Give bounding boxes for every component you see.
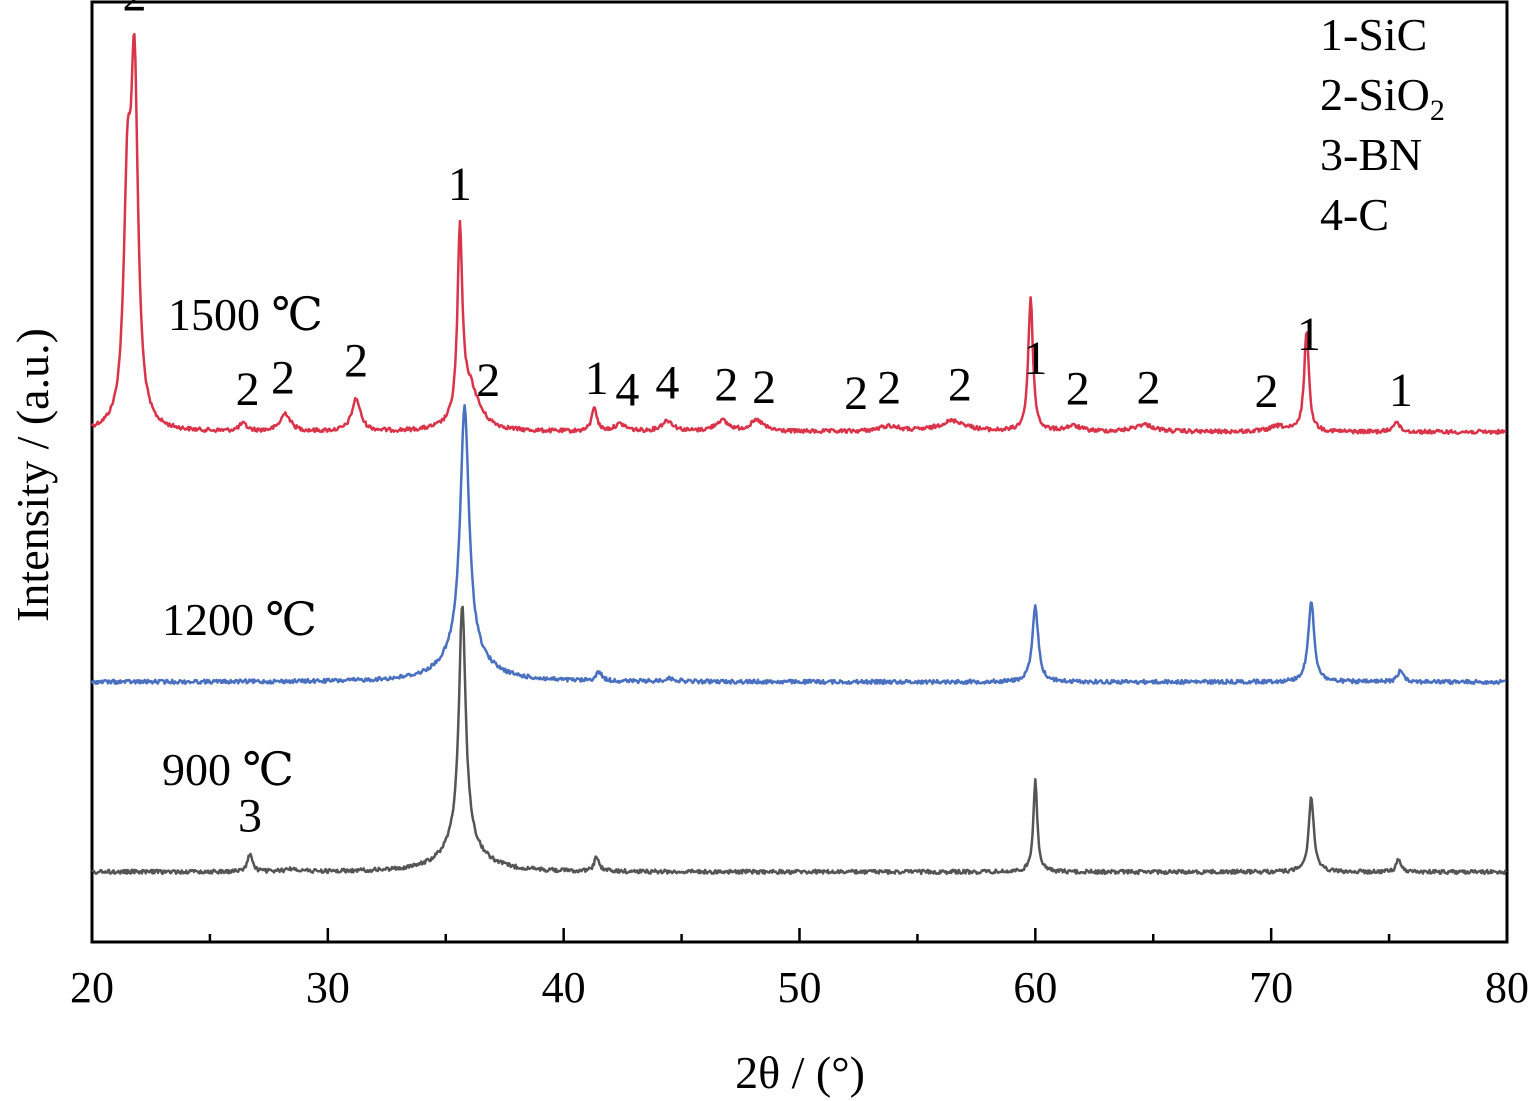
peak-label: 2 [844,367,868,420]
legend-item: 2-SiO2 [1320,69,1445,127]
peak-label: 2 [476,354,500,407]
series-label-2: 1200 ℃ [162,594,317,645]
series-label-3: 900 ℃ [162,744,294,795]
peak-label: 1 [1297,308,1321,361]
peak-label: 3 [238,790,262,843]
x-tick-label: 60 [1013,963,1057,1012]
x-tick-label: 40 [542,963,586,1012]
series-labels: 1500 ℃ 1200 ℃ 900 ℃ [162,289,323,795]
x-tick-label: 20 [70,963,114,1012]
peak-label: 1 [585,352,609,405]
series-line-2 [90,404,1507,686]
peak-label: 2 [1254,365,1278,418]
peak-label: 1 [1389,364,1413,417]
legend-item: 1-SiC [1320,9,1427,60]
x-axis-ticks [90,928,1509,942]
peak-label: 2 [1137,361,1161,414]
y-axis-title: Intensity / (a.u.) [7,328,58,622]
peak-label: 2 [877,362,901,415]
series-layer [90,32,1508,876]
peak-label: 2 [752,361,776,414]
series-line-3 [91,605,1508,876]
peak-label: 4 [615,363,639,416]
peak-label: 2 [271,352,295,405]
series-label-1: 1500 ℃ [168,289,323,340]
x-axis-tick-labels: 20 30 40 50 60 70 80 [70,963,1529,1012]
peak-label: 1 [1023,332,1047,385]
peak-label: 2 [1066,363,1090,416]
peak-label: 2 [714,359,738,412]
peak-label: 4 [655,356,679,409]
x-axis-title: 2θ / (°) [735,1047,865,1098]
peak-label: 2 [122,0,146,22]
peak-labels: 222212144222221222113 [122,0,1412,843]
series-line-1 [90,32,1507,436]
peak-label: 2 [344,335,368,388]
peak-label: 2 [948,358,972,411]
peak-label: 2 [236,363,260,416]
x-tick-label: 50 [778,963,822,1012]
x-tick-label: 70 [1249,963,1293,1012]
x-tick-label: 80 [1485,963,1529,1012]
plot-frame [90,0,1509,944]
x-tick-label: 30 [306,963,350,1012]
peak-label: 1 [448,158,472,211]
legend-item: 3-BN [1320,129,1422,180]
legend-item: 4-C [1320,189,1389,240]
